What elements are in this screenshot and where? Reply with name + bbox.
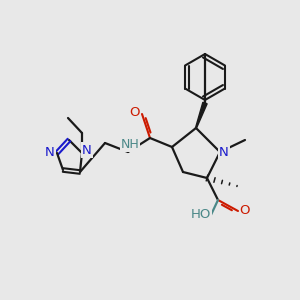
Text: O: O [240,205,250,218]
Text: N: N [82,143,92,157]
Text: O: O [130,106,140,119]
Text: N: N [219,146,229,160]
Text: NH: NH [121,137,140,151]
Text: N: N [45,146,55,158]
Text: HO: HO [191,208,211,221]
Polygon shape [196,102,207,128]
